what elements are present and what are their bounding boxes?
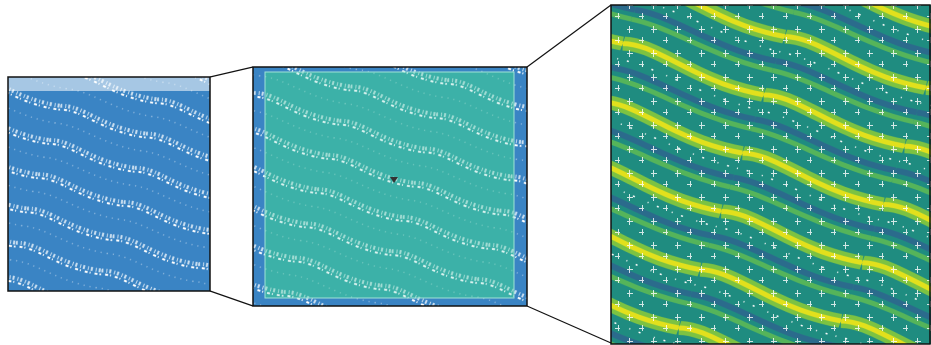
- highlight-region: [265, 72, 514, 298]
- zoom-figure: [0, 0, 931, 345]
- connector: [527, 5, 611, 67]
- connector: [210, 291, 253, 306]
- connector: [527, 306, 611, 343]
- panel-edge: [8, 77, 210, 91]
- panel-noise: [611, 5, 931, 344]
- panel-overview: [8, 77, 210, 291]
- connector: [210, 67, 253, 77]
